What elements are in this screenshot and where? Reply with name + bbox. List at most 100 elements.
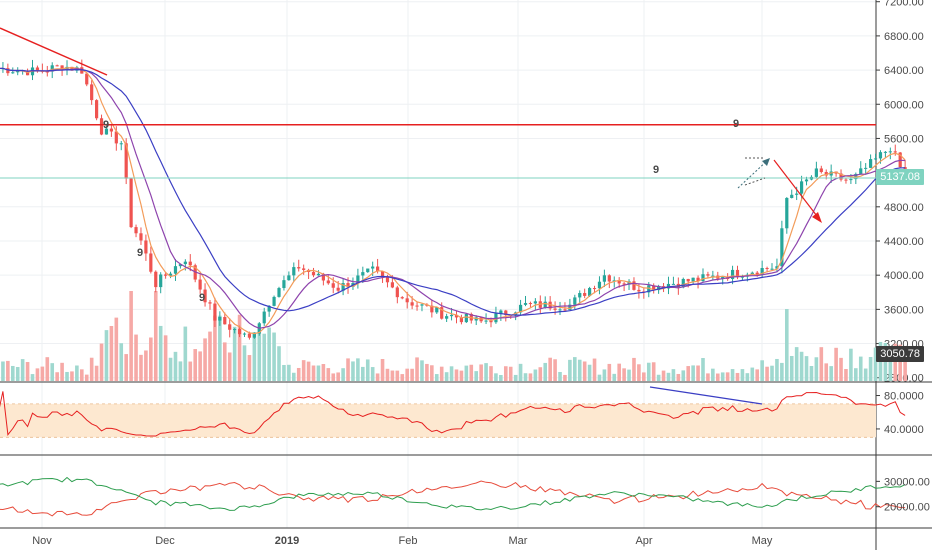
candle-body — [578, 293, 582, 298]
volume-bar — [513, 374, 518, 381]
volume-bar — [336, 372, 340, 381]
candle-body — [223, 317, 227, 325]
candle-body — [371, 266, 375, 269]
candle-body — [514, 312, 518, 316]
x-tick-label: Nov — [32, 535, 52, 547]
candle-body — [139, 233, 143, 241]
candle-body — [267, 305, 271, 312]
volume-bar — [163, 335, 168, 381]
candle-body — [50, 65, 54, 72]
candle-body — [109, 128, 113, 132]
candle-body — [844, 179, 848, 181]
price-tick-label: 4400.00 — [884, 236, 924, 248]
volume-bar — [725, 372, 730, 381]
candle-body — [795, 193, 799, 195]
candle-body — [11, 72, 15, 74]
volume-bar — [252, 332, 257, 381]
volume-bar — [720, 372, 725, 381]
volume-bars — [1, 291, 907, 381]
price-tick-label: 7200.00 — [884, 0, 924, 9]
candle-body — [410, 302, 414, 306]
candle-body — [124, 143, 128, 179]
candle-body — [893, 151, 897, 153]
candle-body — [35, 67, 40, 71]
candle-body — [785, 197, 789, 229]
candle-body — [316, 273, 321, 276]
volume-bar — [134, 334, 138, 381]
candle-body — [366, 268, 370, 273]
candle-body — [518, 304, 523, 313]
candle-body — [356, 275, 360, 284]
candle-body — [168, 273, 173, 276]
candle-body — [721, 276, 725, 279]
volume-bar — [444, 372, 449, 381]
candle-body — [449, 314, 454, 317]
volume-bar — [597, 374, 602, 381]
volume-bar — [227, 352, 232, 381]
candle-body — [627, 281, 631, 285]
volume-bar — [89, 357, 94, 381]
volume-bar — [153, 291, 158, 381]
price-tick-label: 6400.00 — [884, 65, 924, 77]
candle-body — [376, 266, 380, 272]
candle-body — [558, 309, 562, 311]
price-tick-label: 4800.00 — [884, 202, 924, 214]
volume-bar — [178, 361, 183, 381]
td-count-label: 9 — [199, 292, 205, 304]
candle-body — [213, 303, 217, 321]
candle-body — [173, 266, 178, 274]
volume-bar — [454, 369, 459, 381]
volume-bar — [868, 356, 873, 381]
candle-body — [652, 285, 656, 291]
volume-bar — [809, 366, 814, 381]
last-price-tag: 5137.08 — [876, 169, 924, 185]
volume-bar — [573, 357, 577, 381]
volume-bar — [6, 360, 10, 381]
volume-bar — [296, 367, 301, 381]
candle-body — [311, 272, 316, 276]
volume-bar — [15, 367, 20, 381]
volume-bar — [765, 366, 769, 381]
candle-body — [568, 304, 572, 310]
candle-body — [849, 179, 853, 181]
volume-bar — [104, 330, 109, 381]
volume-bar — [508, 366, 513, 381]
volume-bar — [301, 360, 306, 381]
volume-bar — [10, 365, 15, 381]
candle-body — [341, 283, 345, 291]
volume-bar — [637, 364, 641, 381]
candle-body — [445, 316, 449, 319]
volume-bar — [558, 371, 562, 381]
rsi-tick-label: 40.0000 — [884, 424, 924, 436]
candle-body — [178, 264, 183, 267]
td-count-label: 9 — [733, 118, 739, 130]
volume-bar — [40, 366, 45, 381]
volume-bar — [405, 368, 409, 381]
volume-bar — [484, 363, 488, 381]
candle-body — [760, 268, 764, 275]
volume-bar — [65, 371, 69, 381]
candle-body — [247, 333, 252, 338]
candle-body — [326, 280, 330, 284]
volume-bar — [262, 333, 267, 381]
volume-bar — [582, 361, 587, 381]
volume-bar — [681, 370, 686, 381]
volume-bar — [55, 372, 59, 381]
grid — [0, 0, 876, 528]
candle-body — [336, 287, 340, 291]
volume-bar — [632, 357, 636, 381]
candle-body — [459, 317, 464, 323]
candle-body — [730, 269, 735, 279]
candle-body — [415, 305, 419, 307]
volume-bar — [858, 356, 863, 381]
candle-body — [883, 151, 887, 153]
candle-body — [164, 274, 168, 276]
candle-body — [647, 285, 651, 293]
volume-bar — [425, 363, 429, 381]
volume-bar — [523, 373, 528, 381]
volume-bar — [577, 359, 582, 381]
volume-bar — [794, 347, 799, 381]
volume-bar — [237, 314, 242, 381]
volume-bar — [232, 326, 237, 381]
